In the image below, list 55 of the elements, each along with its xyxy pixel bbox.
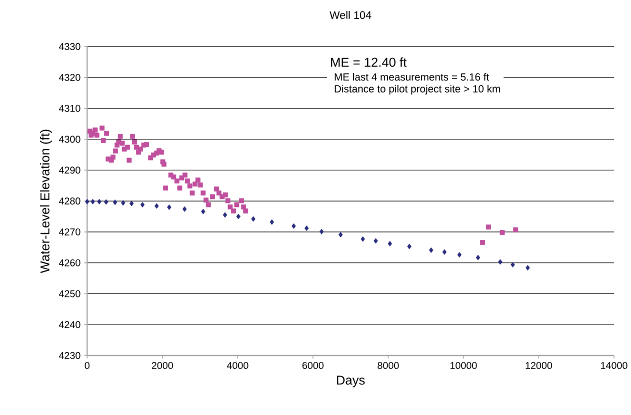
y-tick-label: 4290 xyxy=(58,166,80,174)
y-tick-label: 4320 xyxy=(58,74,80,81)
annotation: Distance to pilot project site > 10 km xyxy=(334,84,500,95)
x-tick-label: 14000 xyxy=(601,362,628,369)
point xyxy=(154,203,159,209)
point xyxy=(182,206,187,212)
point xyxy=(121,200,126,206)
y-tick-label: 4260 xyxy=(58,259,80,266)
y-tick-label: 4240 xyxy=(58,321,80,328)
x-tick-label: 8000 xyxy=(378,362,399,369)
y-axis-title: Water-Level Elevation (ft) xyxy=(40,130,52,274)
x-tick-label: 2000 xyxy=(152,362,174,369)
x-tick-label: 6000 xyxy=(302,362,324,369)
point xyxy=(97,198,102,204)
point xyxy=(457,252,462,258)
point xyxy=(360,236,365,242)
point xyxy=(476,254,480,260)
point xyxy=(104,199,108,205)
point xyxy=(251,216,256,222)
y-tick-label: 4310 xyxy=(58,104,80,112)
y-tick-label: 4300 xyxy=(58,136,80,143)
point xyxy=(304,225,309,232)
annotation: ME last 4 measurements = 5.16 ft xyxy=(334,73,490,81)
x-tick-label: 0 xyxy=(84,362,90,369)
point xyxy=(319,228,324,234)
point xyxy=(526,265,530,271)
chart-title: Well 104 xyxy=(330,10,372,19)
x-axis-title: Days xyxy=(337,376,365,388)
point xyxy=(90,198,95,204)
point xyxy=(407,244,412,250)
point xyxy=(388,240,392,246)
point xyxy=(85,198,90,204)
point xyxy=(498,259,502,265)
point xyxy=(374,238,378,244)
point xyxy=(236,214,240,220)
point xyxy=(222,212,228,218)
annotation: ME = 12.40 ft xyxy=(331,57,407,67)
x-tick-label: 10000 xyxy=(450,362,477,369)
x-tick-label: 4000 xyxy=(226,362,248,369)
point xyxy=(510,262,515,268)
point xyxy=(112,200,118,206)
y-tick-label: 4280 xyxy=(58,198,80,205)
y-tick-label: 4270 xyxy=(58,228,80,236)
x-tick-label: 12000 xyxy=(526,362,552,369)
y-tick-label: 4330 xyxy=(58,43,80,50)
point xyxy=(270,219,274,225)
point xyxy=(129,200,134,206)
point xyxy=(201,208,206,214)
y-tick-label: 4230 xyxy=(58,352,80,360)
point xyxy=(429,247,434,253)
point xyxy=(442,249,447,255)
point xyxy=(292,223,296,229)
point xyxy=(338,232,343,238)
y-tick-label: 4250 xyxy=(58,290,80,298)
point xyxy=(140,202,145,208)
